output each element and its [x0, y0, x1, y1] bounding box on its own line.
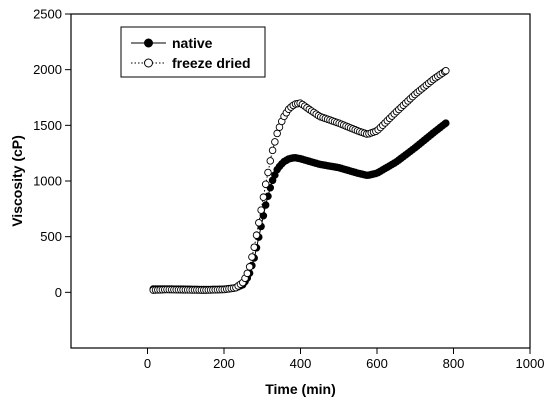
- legend: native freeze dried: [120, 26, 266, 78]
- x-tick-label: 0: [144, 356, 151, 371]
- data-point: [273, 129, 281, 138]
- data-point: [245, 263, 254, 271]
- data-point: [250, 243, 258, 251]
- data-point: [248, 253, 256, 261]
- legend-marker: [144, 38, 153, 48]
- data-point: [243, 269, 252, 278]
- data-point: [271, 138, 279, 146]
- y-axis-title: Viscosity (cP): [9, 135, 25, 227]
- data-point: [266, 157, 275, 165]
- axes: 0 200 400 600 800 1000 0 500 1000 1500 2000 2500: [33, 7, 544, 372]
- y-tick-label: 500: [40, 229, 62, 244]
- series-native: [149, 119, 450, 294]
- y-tick-label: 1000: [33, 174, 62, 189]
- data-point: [261, 180, 270, 189]
- data-point: [255, 218, 263, 227]
- legend-box: [120, 26, 266, 78]
- y-tick-label: 1500: [33, 118, 62, 133]
- data-point: [252, 231, 261, 239]
- data-point: [259, 193, 268, 201]
- legend-marker: [144, 58, 153, 68]
- x-tick-label: 400: [290, 356, 312, 371]
- x-tick-label: 1000: [516, 356, 545, 371]
- y-tick-label: 2000: [33, 62, 62, 77]
- x-axis-title: Time (min): [265, 381, 336, 397]
- legend-label: native: [172, 35, 213, 51]
- data-point: [257, 206, 265, 214]
- legend-label: freeze dried: [172, 55, 251, 71]
- data-point: [268, 146, 277, 155]
- series-layer: [149, 67, 450, 294]
- data-point: [442, 67, 450, 75]
- x-tick-label: 200: [213, 356, 235, 371]
- y-tick-label: 0: [55, 285, 62, 300]
- series-line: [153, 122, 447, 291]
- x-tick-label: 600: [366, 356, 388, 371]
- y-tick-label: 2500: [33, 7, 62, 22]
- series-freeze-dried: [149, 67, 450, 294]
- data-point: [442, 119, 450, 127]
- data-point: [264, 168, 272, 177]
- x-tick-label: 800: [443, 356, 465, 371]
